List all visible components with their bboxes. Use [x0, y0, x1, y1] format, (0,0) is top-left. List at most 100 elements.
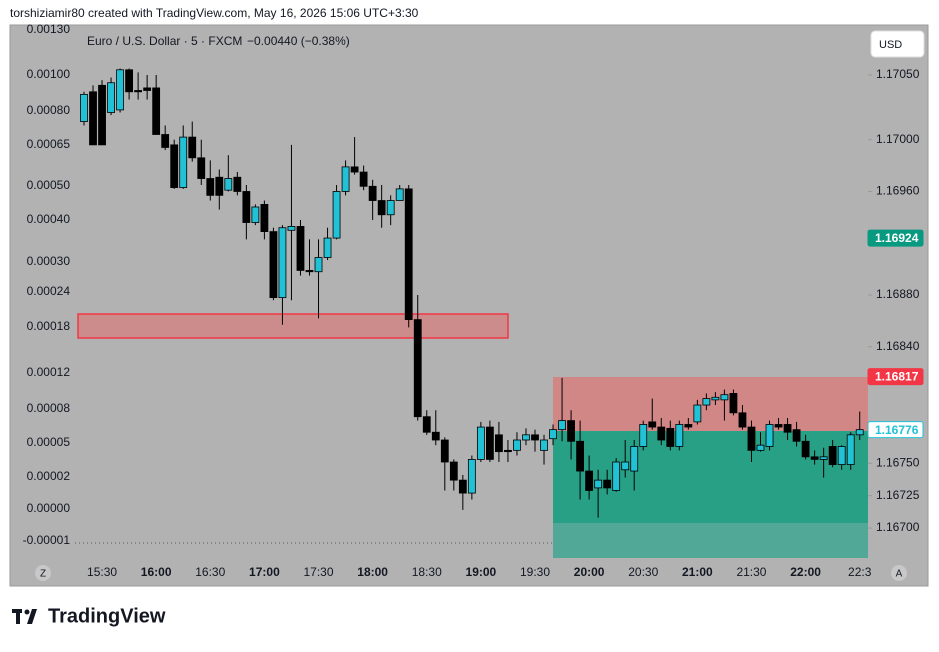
currency-label: USD — [879, 39, 902, 51]
candle-body — [269, 231, 278, 299]
candle-body — [792, 429, 801, 442]
candle-body — [765, 424, 774, 447]
x-tick-label: 21:30 — [736, 565, 766, 579]
y-tick-label: 1.17000 — [876, 132, 920, 146]
x-tick-label: 19:00 — [466, 565, 497, 579]
stop-zone — [553, 377, 868, 431]
x-tick-label: 20:30 — [628, 565, 658, 579]
candle-body — [242, 191, 251, 223]
candle-body — [522, 434, 530, 441]
candle-body — [341, 166, 350, 192]
x-tick-label: 17:30 — [304, 565, 334, 579]
candle-body — [260, 204, 269, 232]
left-tick-label: 0.00030 — [27, 254, 71, 268]
candle-body — [170, 144, 179, 188]
candle-body — [648, 421, 657, 428]
candle-body — [98, 84, 106, 146]
candle-body — [621, 461, 630, 471]
candle-body — [107, 82, 115, 113]
x-tick-label: 19:30 — [520, 565, 550, 579]
x-tick-label: 17:00 — [249, 565, 280, 579]
candle-body — [197, 157, 206, 179]
candle-body — [639, 424, 648, 447]
candle-body — [215, 176, 224, 196]
scale-button[interactable] — [35, 565, 51, 581]
candle-body — [80, 93, 88, 122]
x-tick-label: 16:30 — [195, 565, 225, 579]
candle-body — [846, 434, 855, 465]
candle-body — [675, 424, 684, 447]
target-zone-extension — [553, 523, 868, 558]
candle-body — [404, 188, 413, 321]
left-tick-label: 0.00065 — [27, 137, 71, 151]
legend-symbol: Euro / U.S. Dollar · 5 · FXCM — [87, 34, 242, 48]
candle-body — [540, 439, 548, 451]
legend-change: −0.00440 (−0.38%) — [247, 34, 350, 48]
candle-body — [251, 206, 260, 223]
candle-body — [513, 439, 521, 451]
candle-body — [756, 444, 765, 451]
candle-body — [567, 420, 575, 442]
candle-body — [828, 446, 837, 465]
candle-body — [458, 479, 467, 494]
candle-body — [161, 134, 170, 148]
candle-body — [359, 171, 368, 187]
candle-body — [612, 461, 621, 491]
candle-body — [495, 434, 503, 453]
candle-body — [702, 398, 711, 406]
price-tag-label: 1.16817 — [875, 370, 919, 384]
candle-body — [720, 394, 729, 401]
y-tick-label: 1.16725 — [876, 488, 920, 502]
candle-body — [729, 393, 738, 414]
x-tick-label: 18:30 — [412, 565, 442, 579]
candle-body — [413, 319, 422, 418]
price-tag — [867, 421, 924, 439]
left-tick-label: 0.00012 — [27, 365, 71, 379]
candle-body — [305, 270, 314, 273]
candle-body — [630, 446, 639, 472]
candle-body — [801, 440, 810, 458]
logo-icon — [16, 609, 20, 624]
candle-body — [738, 412, 747, 428]
left-tick-label: 0.00050 — [27, 178, 71, 192]
candle-body — [558, 420, 566, 431]
x-tick-label: 15:30 — [87, 565, 117, 579]
candle-body — [233, 176, 242, 192]
candle-body — [296, 226, 305, 271]
candle-body — [377, 200, 386, 216]
x-tick-label: 22:3 — [848, 565, 872, 579]
candle-body — [143, 87, 152, 91]
price-tag — [867, 368, 924, 386]
candle-body — [89, 91, 97, 146]
candle-body — [819, 456, 828, 460]
price-tag-label: 1.16776 — [875, 423, 919, 437]
left-tick-label: 0.00024 — [27, 284, 71, 298]
currency-button[interactable] — [870, 30, 925, 58]
y-tick-label: 1.16750 — [876, 455, 920, 469]
candle-body — [467, 459, 476, 494]
zone-rectangle — [77, 313, 509, 339]
left-tick-label: -0.00001 — [23, 533, 71, 547]
logo-icon — [27, 609, 37, 624]
left-tick-label: 0.00000 — [27, 501, 71, 515]
candle-body — [125, 69, 133, 93]
logo: TradingView — [12, 605, 166, 627]
left-tick-label: 0.00040 — [27, 212, 71, 226]
scale-button[interactable] — [891, 565, 907, 581]
y-tick-label: 1.16840 — [876, 339, 920, 353]
left-tick-label: 0.00008 — [27, 401, 71, 415]
candle-body — [711, 396, 720, 401]
candle-body — [350, 166, 359, 173]
candle-body — [594, 479, 603, 489]
candle-body — [684, 424, 693, 428]
candle-body — [395, 188, 404, 201]
candle-body — [783, 424, 792, 433]
candle-body — [440, 439, 449, 463]
scale-button-label: Z — [40, 569, 46, 580]
candle-body — [855, 429, 864, 436]
x-tick-label: 20:00 — [574, 565, 605, 579]
left-tick-label: 0.00080 — [27, 103, 71, 117]
candle-body — [188, 136, 197, 159]
